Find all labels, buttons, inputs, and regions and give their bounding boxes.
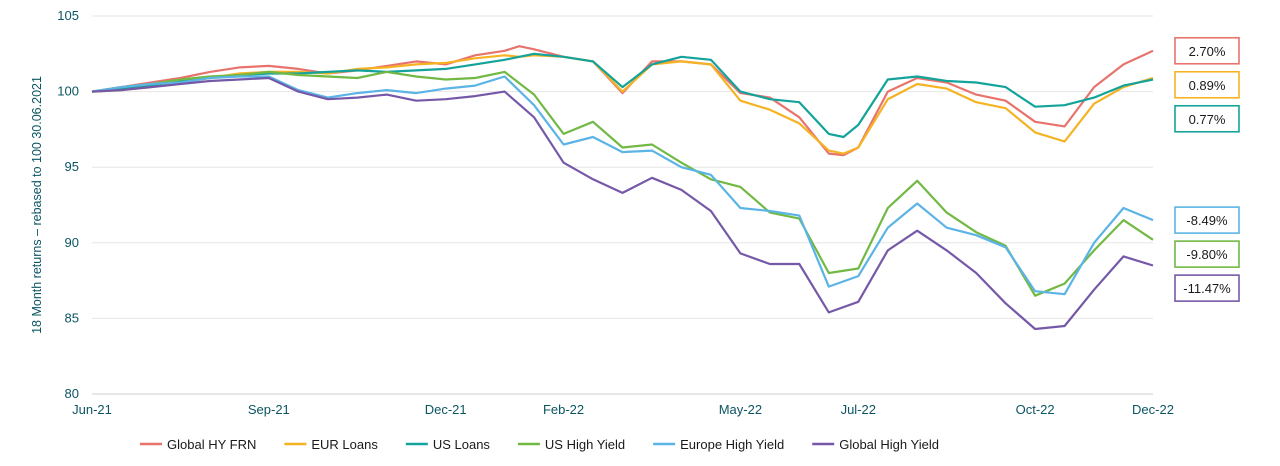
x-tick-label: Jun-21 [72, 402, 112, 417]
legend-item: US Loans [405, 437, 491, 452]
legend-label: Europe High Yield [680, 437, 784, 452]
gridlines [92, 15, 1153, 319]
y-tick-label: 105 [57, 8, 79, 23]
end-value-label: 0.77% [1189, 112, 1226, 127]
end-value-box [1174, 36, 1240, 65]
end-value-labels: 2.70% 0.89% 0.77% -8.49% -9.80% -11.47% [1174, 36, 1240, 302]
legend-item: Europe High Yield [653, 437, 784, 452]
end-value-box [1174, 206, 1240, 234]
series-line [91, 75, 1154, 296]
legend-label: Global High Yield [839, 437, 939, 452]
legend-label: US Loans [433, 437, 491, 452]
legend-item: EUR Loans [284, 437, 378, 452]
series-line [91, 54, 1154, 155]
end-value-label: -8.49% [1186, 213, 1228, 228]
y-tick-label: 85 [65, 310, 79, 325]
end-value-label: 2.70% [1189, 44, 1226, 59]
end-value-box [1174, 240, 1240, 268]
x-tick-label: Oct-22 [1016, 402, 1055, 417]
legend-label: Global HY FRN [167, 437, 256, 452]
series-lines [91, 45, 1154, 331]
series-line [91, 76, 1154, 331]
series-line [91, 45, 1154, 157]
y-tick-label: 90 [65, 235, 79, 250]
x-tick-labels: Jun-21 Sep-21 Dec-21 Feb-22 May-22 Jul-22 Oct-… [72, 402, 1174, 417]
y-tick-labels: 80 85 90 95 100 105 [57, 8, 79, 401]
end-value-box [1174, 70, 1240, 99]
end-value-label: -9.80% [1186, 247, 1228, 262]
end-value-box [1174, 104, 1240, 133]
legend-item: Global High Yield [812, 437, 939, 452]
legend-label: EUR Loans [311, 437, 378, 452]
legend-item: US High Yield [517, 437, 625, 452]
x-tick-label: May-22 [719, 402, 762, 417]
x-tick-label: Dec-21 [425, 402, 467, 417]
y-tick-label: 100 [57, 84, 79, 99]
y-tick-label: 95 [65, 159, 79, 174]
end-value-box [1174, 274, 1240, 302]
legend-item: Global HY FRN [140, 437, 256, 452]
end-value-label: -11.47% [1183, 281, 1231, 296]
legend-label: US High Yield [545, 437, 625, 452]
x-tick-label: Jul-22 [841, 402, 876, 417]
x-tick-label: Feb-22 [543, 402, 584, 417]
x-tick-label: Sep-21 [248, 402, 290, 417]
series-line [91, 70, 1154, 297]
legend: Global HY FRN EUR Loans US Loans US High Yi… [140, 437, 939, 452]
x-tick-label: Dec-22 [1132, 402, 1174, 417]
y-tick-label: 80 [65, 386, 79, 401]
y-axis-label: 18 Month returns – rebased to 100 30.06.… [30, 76, 44, 334]
end-value-label: 0.89% [1189, 78, 1226, 93]
